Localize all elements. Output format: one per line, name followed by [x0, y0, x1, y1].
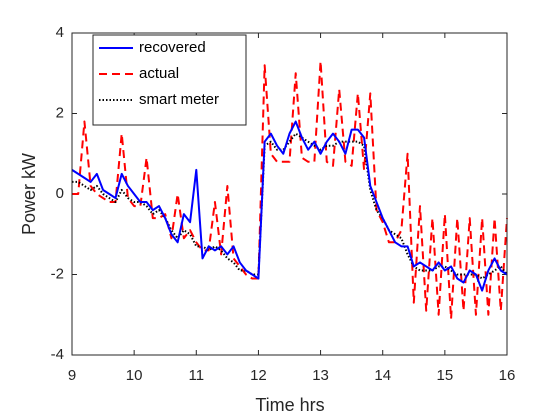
legend-box: [92, 34, 247, 126]
x-tick-label: 12: [250, 367, 267, 384]
series-line: [71, 120, 508, 292]
y-tick-label: 4: [56, 24, 64, 41]
x-axis-label: Time hrs: [255, 395, 324, 415]
y-tick-label: -2: [51, 265, 64, 282]
legend-label: smart meter: [139, 91, 219, 108]
y-tick-label: 2: [56, 104, 64, 121]
legend-label: actual: [139, 65, 179, 82]
x-tick-label: 9: [68, 367, 76, 384]
legend-label: recovered: [139, 39, 206, 56]
axes-box: [71, 32, 508, 356]
x-tick-label: 15: [437, 367, 454, 384]
series-line: [72, 132, 508, 280]
x-tick-label: 11: [188, 367, 204, 384]
x-tick-label: 16: [499, 367, 516, 384]
x-tick-label: 10: [126, 367, 143, 384]
series-line: [72, 60, 508, 320]
y-axis-label: Power kW: [19, 153, 39, 235]
x-tick-label: 13: [312, 367, 329, 384]
x-tick-label: 14: [374, 367, 391, 384]
y-tick-label: 0: [56, 185, 64, 202]
y-tick-label: -4: [51, 346, 64, 363]
